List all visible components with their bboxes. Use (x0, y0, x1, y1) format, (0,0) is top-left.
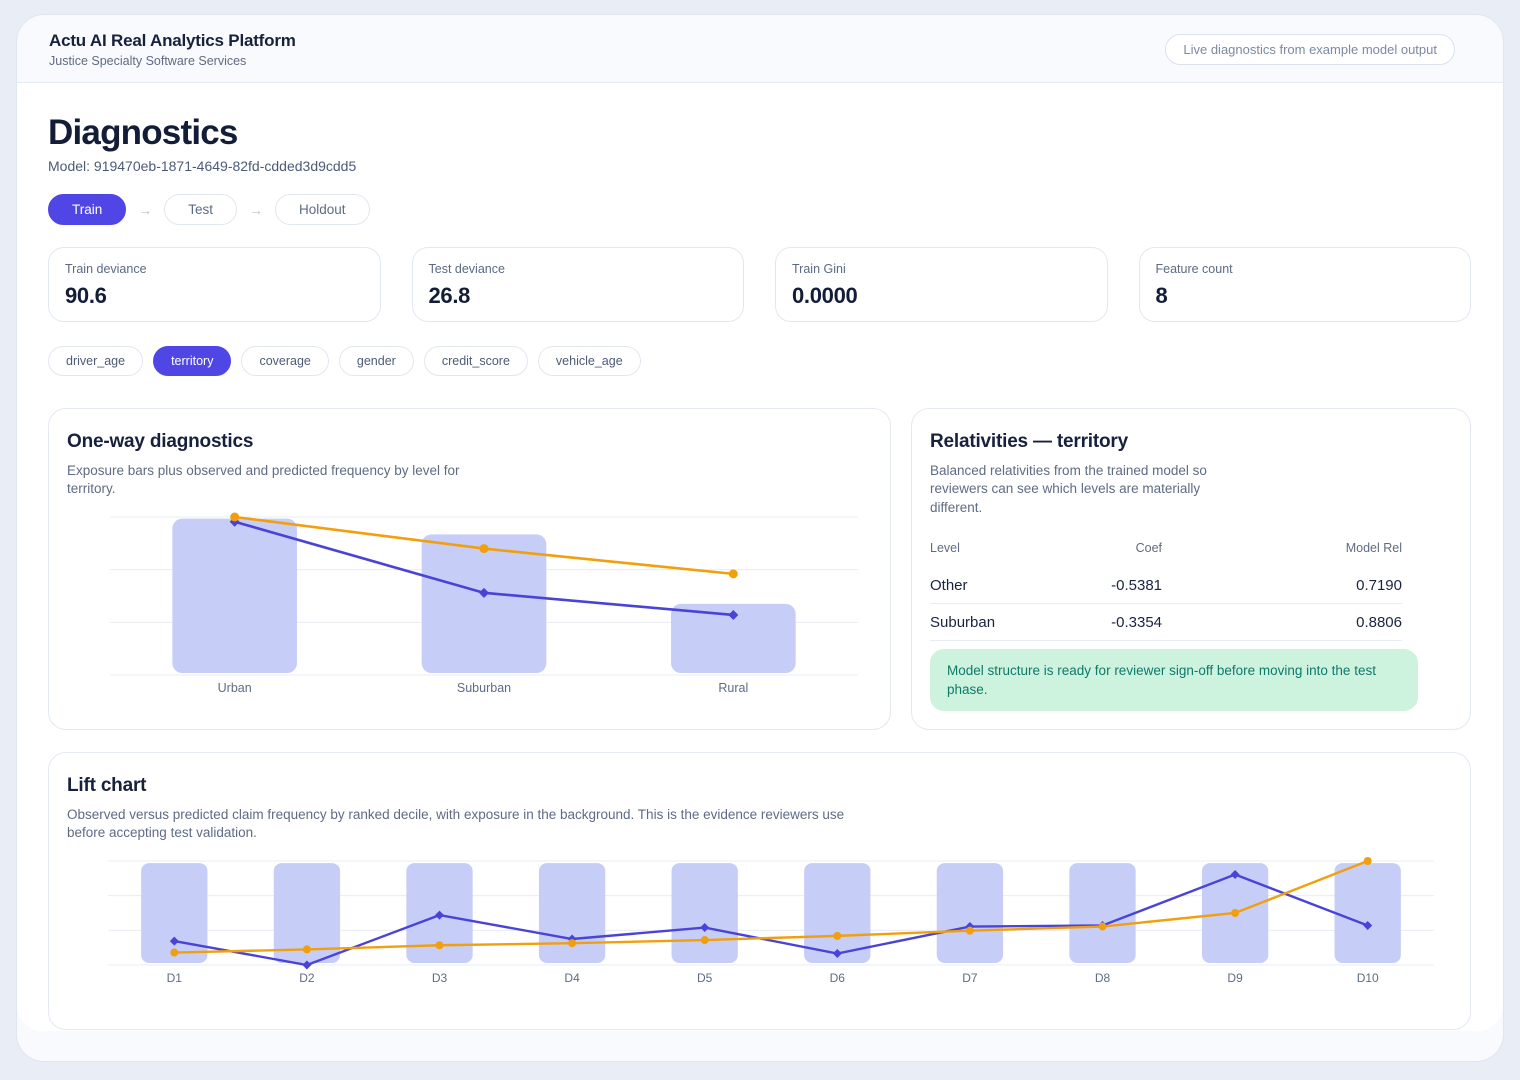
metric-card-feature-count: Feature count 8 (1138, 247, 1471, 322)
svg-text:D7: D7 (962, 971, 978, 985)
svg-text:Rural: Rural (718, 681, 748, 695)
chip-credit-score[interactable]: credit_score (423, 346, 528, 376)
relativities-description: Balanced relativities from the trained m… (930, 463, 1207, 515)
cell-coef: -0.3354 (1022, 604, 1162, 642)
svg-text:D3: D3 (432, 971, 448, 985)
tab-train[interactable]: Train (48, 194, 127, 225)
relativities-table: Level Coef Model Rel Other -0.5381 0.719… (930, 537, 1452, 642)
column-header-level: Level (930, 541, 960, 556)
arrow-right-icon: → (138, 201, 153, 218)
svg-text:D9: D9 (1227, 971, 1243, 985)
app-title: Actu AI Real Analytics Platform (49, 31, 296, 50)
table-row: Other -0.5381 0.7190 (930, 567, 1402, 605)
one-way-title: One-way diagnostics (67, 431, 254, 452)
cell-model-rel: 0.7190 (1162, 567, 1402, 605)
metric-value: 0.0000 (792, 283, 858, 308)
app-subtitle: Justice Specialty Software Services (49, 54, 247, 68)
main-content: Diagnostics Model: 919470eb-1871-4649-82… (17, 83, 1503, 1031)
one-way-card: One-way diagnostics Exposure bars plus o… (48, 408, 891, 730)
cell-coef: -0.5381 (1022, 567, 1162, 605)
metric-card-test-deviance: Test deviance 26.8 (411, 247, 744, 322)
metric-label: Train Gini (792, 262, 846, 276)
svg-text:D8: D8 (1095, 971, 1111, 985)
chip-territory[interactable]: territory (153, 346, 232, 376)
column-header-coef: Coef (1135, 541, 1162, 556)
svg-text:D1: D1 (167, 971, 183, 985)
metric-card-train-deviance: Train deviance 90.6 (48, 247, 381, 322)
chip-driver-age[interactable]: driver_age (48, 346, 144, 376)
top-bar: Actu AI Real Analytics Platform Justice … (17, 15, 1503, 83)
metric-card-train-gini: Train Gini 0.0000 (775, 247, 1108, 322)
metric-label: Feature count (1155, 262, 1233, 276)
app-window: Actu AI Real Analytics Platform Justice … (16, 14, 1504, 1062)
chip-vehicle-age[interactable]: vehicle_age (537, 346, 641, 376)
metric-cards: Train deviance 90.6 Test deviance 26.8 T… (48, 247, 1471, 322)
relativities-card: Relativities — territory Balanced relati… (911, 408, 1471, 730)
metric-value: 26.8 (428, 283, 471, 308)
metric-value: 90.6 (65, 283, 107, 308)
feature-chips: driver_age territory coverage gender cre… (48, 346, 1471, 376)
svg-text:Suburban: Suburban (457, 681, 511, 695)
svg-text:D10: D10 (1357, 971, 1379, 985)
lift-chart-area: D1 D2 D3 D4 D5 D6 D7 D8 D9 D10 (67, 845, 1452, 995)
tab-test[interactable]: Test (164, 194, 238, 225)
model-id-line: Model: 919470eb-1871-4649-82fd-cdded3d9c… (48, 158, 357, 174)
table-row: Suburban -0.3354 0.8806 (930, 604, 1402, 642)
lift-chart-description: Observed versus predicted claim frequenc… (67, 807, 845, 841)
svg-text:D5: D5 (697, 971, 713, 985)
svg-text:D2: D2 (299, 971, 315, 985)
one-way-chart-area: Urban Suburban Rural (67, 501, 872, 701)
phase-tabs: Train → Test → Holdout (48, 194, 1471, 225)
lift-chart: D1 D2 D3 D4 D5 D6 D7 D8 D9 D10 (108, 856, 1434, 985)
svg-text:D4: D4 (564, 971, 580, 985)
arrow-right-icon: → (249, 201, 264, 218)
signoff-notice: Model structure is ready for reviewer si… (930, 648, 1418, 711)
metric-value: 8 (1155, 283, 1168, 308)
lift-chart-title: Lift chart (67, 775, 147, 796)
relativities-title: Relativities — territory (930, 431, 1128, 452)
chip-coverage[interactable]: coverage (241, 346, 329, 376)
cell-level: Other (930, 567, 1022, 605)
column-header-model-rel: Model Rel (1345, 541, 1402, 556)
table-header-row: Level Coef Model Rel (930, 537, 1402, 567)
one-way-description: Exposure bars plus observed and predicte… (67, 463, 460, 497)
cell-model-rel: 0.8806 (1162, 604, 1402, 642)
lift-chart-card: Lift chart Observed versus predicted cla… (48, 752, 1471, 1030)
svg-text:Urban: Urban (218, 681, 252, 695)
brand-block: Actu AI Real Analytics Platform Justice … (49, 31, 296, 68)
status-badge: Live diagnostics from example model outp… (1165, 34, 1455, 65)
tab-holdout[interactable]: Holdout (275, 194, 370, 225)
chip-gender[interactable]: gender (338, 346, 414, 376)
one-way-chart: Urban Suburban Rural (110, 512, 858, 695)
metric-label: Train deviance (65, 262, 147, 276)
svg-text:D6: D6 (830, 971, 846, 985)
page-title: Diagnostics (48, 113, 238, 152)
diagnostics-row: One-way diagnostics Exposure bars plus o… (48, 408, 1471, 730)
cell-level: Suburban (930, 604, 1022, 642)
metric-label: Test deviance (428, 262, 505, 276)
